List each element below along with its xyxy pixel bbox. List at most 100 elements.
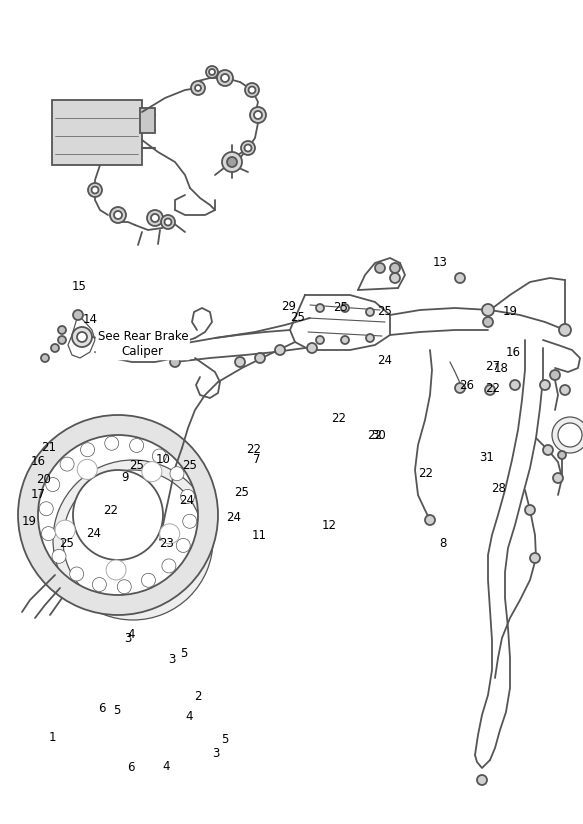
Circle shape [559, 324, 571, 336]
Text: 13: 13 [433, 255, 448, 269]
Text: 4: 4 [163, 760, 170, 773]
Text: 21: 21 [41, 441, 56, 454]
Text: 23: 23 [159, 537, 174, 550]
Text: 22: 22 [331, 412, 346, 425]
Circle shape [366, 308, 374, 316]
Text: 25: 25 [333, 301, 349, 314]
Text: 2: 2 [195, 690, 202, 703]
Circle shape [235, 357, 245, 367]
Text: 20: 20 [36, 473, 51, 486]
Text: 10: 10 [156, 453, 171, 466]
Circle shape [41, 354, 49, 362]
Circle shape [195, 85, 201, 91]
Text: 29: 29 [281, 300, 296, 313]
Text: 27: 27 [485, 360, 500, 373]
Circle shape [366, 334, 374, 342]
Circle shape [245, 83, 259, 97]
Circle shape [142, 461, 162, 482]
Circle shape [316, 336, 324, 344]
Circle shape [170, 340, 180, 350]
Bar [140, 108, 155, 133]
Circle shape [510, 380, 520, 390]
Circle shape [176, 538, 190, 552]
Text: 6: 6 [99, 702, 106, 715]
Text: 16: 16 [30, 455, 45, 468]
Circle shape [244, 144, 251, 152]
Text: 3: 3 [168, 653, 175, 666]
Text: 22: 22 [246, 442, 261, 456]
Circle shape [73, 310, 83, 320]
Circle shape [455, 273, 465, 283]
Circle shape [51, 344, 59, 352]
Circle shape [307, 343, 317, 353]
Circle shape [41, 527, 55, 541]
Circle shape [390, 273, 400, 283]
Circle shape [161, 215, 175, 229]
Circle shape [170, 357, 180, 367]
Circle shape [117, 580, 131, 594]
Text: 31: 31 [479, 451, 494, 464]
Text: 25: 25 [182, 459, 197, 472]
Text: 19: 19 [503, 305, 518, 318]
Circle shape [316, 304, 324, 312]
Circle shape [191, 81, 205, 95]
Circle shape [181, 489, 195, 503]
Text: 25: 25 [59, 537, 75, 550]
Circle shape [390, 263, 400, 273]
Text: 15: 15 [71, 280, 86, 293]
Circle shape [162, 559, 176, 573]
Circle shape [147, 210, 163, 226]
Circle shape [483, 317, 493, 327]
Circle shape [70, 567, 84, 581]
Circle shape [255, 353, 265, 363]
Text: 5: 5 [221, 733, 228, 746]
Text: 9: 9 [122, 471, 129, 485]
Text: 3: 3 [125, 632, 132, 645]
Circle shape [530, 553, 540, 563]
Text: 25: 25 [129, 459, 145, 472]
Circle shape [77, 460, 97, 480]
Text: 22: 22 [103, 504, 118, 517]
Text: 25: 25 [234, 486, 250, 499]
Circle shape [241, 141, 255, 155]
Circle shape [106, 560, 126, 580]
Circle shape [52, 550, 66, 564]
Circle shape [39, 502, 53, 516]
Circle shape [80, 442, 94, 456]
Text: 24: 24 [377, 354, 392, 368]
Text: 6: 6 [128, 761, 135, 775]
Circle shape [206, 66, 218, 78]
Circle shape [341, 336, 349, 344]
Circle shape [151, 214, 159, 222]
Circle shape [227, 157, 237, 167]
Circle shape [375, 263, 385, 273]
Text: 4: 4 [128, 628, 135, 641]
Circle shape [129, 438, 143, 452]
Text: 24: 24 [179, 494, 194, 508]
Text: 3: 3 [212, 747, 219, 761]
Text: 12: 12 [322, 519, 337, 532]
Circle shape [477, 775, 487, 785]
Text: 24: 24 [86, 527, 101, 541]
Text: 22: 22 [485, 382, 500, 396]
Text: 25: 25 [377, 305, 392, 318]
Circle shape [72, 327, 92, 347]
Circle shape [425, 515, 435, 525]
Circle shape [482, 304, 494, 316]
Text: 1: 1 [49, 731, 56, 744]
Text: 7: 7 [253, 453, 260, 466]
Circle shape [77, 332, 87, 342]
Circle shape [553, 473, 563, 483]
Text: 26: 26 [459, 379, 474, 392]
Circle shape [254, 111, 262, 119]
Text: 16: 16 [505, 346, 521, 359]
Circle shape [160, 524, 180, 544]
Circle shape [540, 380, 550, 390]
Text: 4: 4 [186, 710, 193, 723]
Circle shape [275, 345, 285, 355]
Circle shape [222, 152, 242, 172]
Text: 14: 14 [83, 313, 98, 326]
Circle shape [88, 183, 102, 197]
Text: 18: 18 [494, 362, 509, 375]
Circle shape [217, 70, 233, 86]
